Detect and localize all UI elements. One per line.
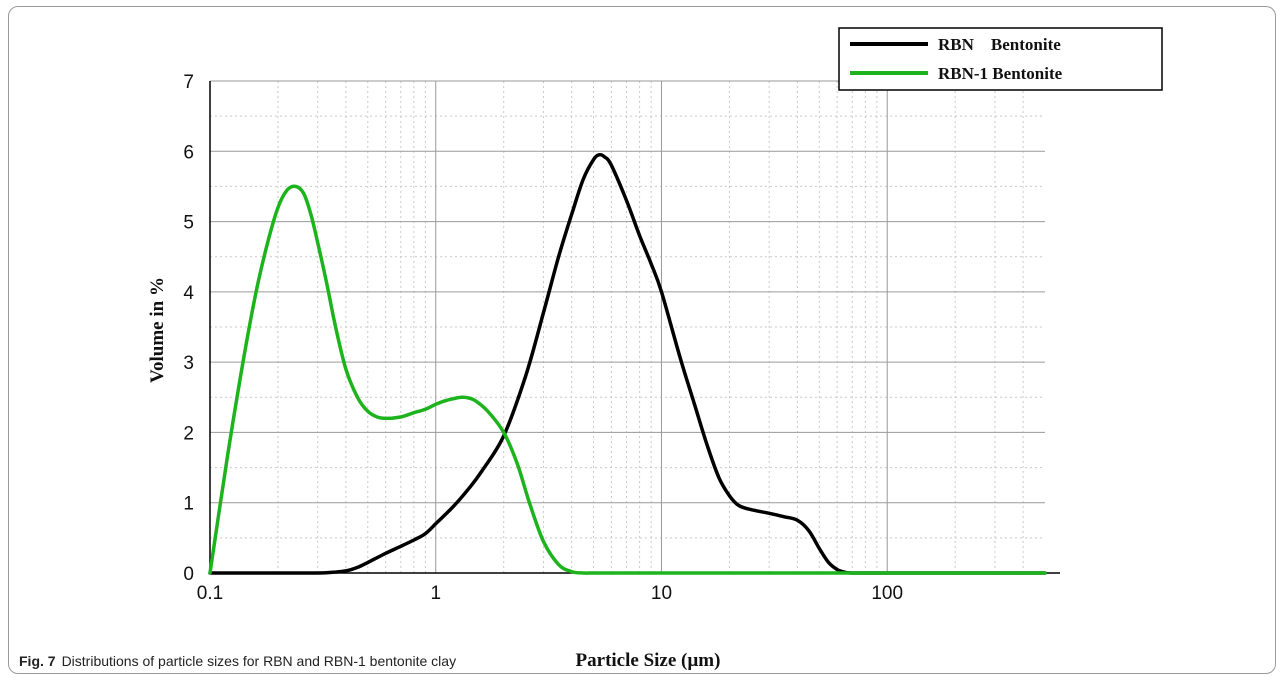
y-axis-title: Volume in % [147, 277, 168, 383]
figure-caption: Fig. 7 Distributions of particle sizes fo… [19, 653, 456, 669]
x-axis-title: Particle Size (µm) [576, 650, 721, 671]
y-tick-label: 7 [183, 72, 194, 93]
y-tick-label: 4 [183, 283, 194, 304]
x-tick-label: 0.1 [197, 583, 223, 604]
legend-label-rbn: RBN Bentonite [938, 35, 1061, 54]
minor-grid [210, 81, 1045, 573]
y-tick-label: 3 [183, 353, 194, 374]
major-grid [210, 80, 1045, 573]
x-tick-labels: 0.1 1 10 100 [197, 583, 903, 604]
y-tick-label: 5 [183, 213, 194, 234]
x-tick-label: 10 [651, 583, 672, 604]
legend-label-rbn-1: RBN-1 Bentonite [938, 64, 1063, 83]
y-tick-label: 6 [183, 142, 194, 163]
figure-caption-text: Distributions of particle sizes for RBN … [61, 653, 457, 669]
y-tick-labels: 0 1 2 3 4 5 6 7 [183, 72, 194, 585]
figure-label: Fig. 7 [19, 653, 56, 669]
y-tick-label: 1 [183, 494, 194, 515]
y-tick-label: 2 [183, 423, 194, 444]
series-layer [208, 152, 1047, 575]
x-tick-label: 100 [871, 583, 903, 604]
legend-box [838, 27, 1163, 91]
series-line-rbn-1 [208, 184, 1047, 575]
y-tick-label: 0 [183, 564, 194, 585]
legend: RBN Bentonite RBN-1 Bentonite [838, 27, 1163, 91]
x-tick-label: 1 [430, 583, 441, 604]
series-line-rbn [208, 152, 1047, 575]
figure-frame [8, 6, 1276, 674]
